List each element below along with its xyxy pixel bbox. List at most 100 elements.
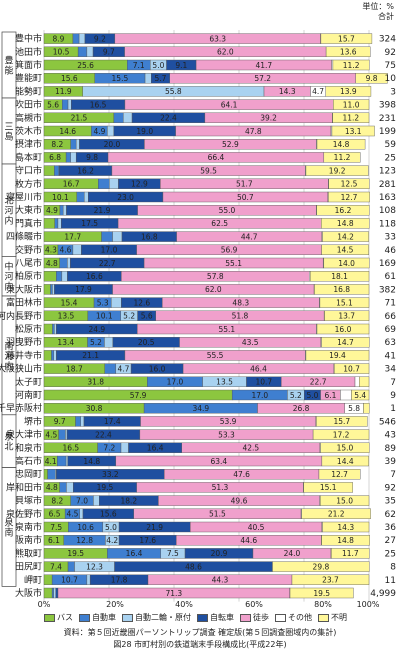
x-tick-80: 80% (314, 600, 332, 609)
bar-segment (331, 125, 375, 137)
bar-segment (52, 323, 55, 335)
bar-segment (43, 574, 53, 585)
group-label: 泉 (4, 517, 13, 529)
bar-segment (54, 323, 57, 335)
group-label: 北 (4, 196, 13, 207)
bar-segment (355, 72, 388, 84)
bar-segment (316, 416, 368, 427)
data-label: 46.4 (250, 364, 267, 373)
row-label: 泉佐野市 (6, 508, 42, 520)
row-total: 9 (390, 391, 396, 401)
data-label: 22.7 (99, 259, 116, 268)
legend-item-other: その他 (275, 612, 312, 623)
data-label: 15.1 (336, 298, 353, 307)
bar-segment (43, 165, 55, 176)
data-label: 9.8 (86, 153, 98, 162)
bar-segment (54, 218, 59, 229)
data-label: 9.1 (175, 61, 187, 70)
data-label: 5.2 (290, 391, 302, 400)
row-total: 324 (379, 35, 396, 45)
bar-segment (332, 59, 370, 71)
data-label: 30.8 (86, 404, 103, 413)
data-label: 17.7 (64, 232, 81, 241)
row-label: 豊中市 (15, 33, 42, 45)
row-label: 河内長野市 (0, 310, 42, 322)
data-label: 17.6 (139, 536, 156, 545)
row-total: 63 (385, 338, 396, 348)
data-label: 16.5 (90, 100, 107, 109)
bar-segment (67, 257, 71, 269)
row-label: 貝塚市 (15, 495, 42, 507)
row-total: 25 (385, 549, 396, 559)
row-label: 能勢町 (15, 85, 42, 97)
row-label: 吹田市 (15, 99, 42, 111)
data-label: 5.0 (306, 391, 318, 400)
row-total: 169 (379, 259, 396, 269)
row-label: 河南町 (15, 389, 42, 401)
data-label: 39.2 (260, 114, 277, 123)
data-label: 23.7 (322, 576, 339, 585)
bar-segment (54, 165, 60, 176)
bar-segment (57, 455, 67, 467)
bar-segment (43, 284, 51, 295)
data-label: 4.2 (106, 536, 118, 545)
row-total: 33 (385, 233, 396, 243)
data-label: 50.7 (237, 193, 254, 202)
row-total: 27 (385, 536, 396, 546)
row-total: 41 (385, 351, 396, 361)
data-label: 71.3 (165, 589, 182, 598)
row-total: 199 (379, 127, 396, 137)
legend-item-unknown: 不明 (318, 612, 347, 623)
bar-segment (123, 112, 133, 124)
data-label: 59.5 (200, 166, 217, 175)
data-label: 14.5 (337, 246, 354, 255)
group-label: 能 (4, 65, 13, 77)
data-label: 15.6 (100, 510, 117, 519)
data-label: 40.5 (248, 523, 265, 532)
data-label: 33.2 (102, 470, 119, 479)
data-label: 15.6 (61, 74, 78, 83)
row-label: 熊取町 (15, 547, 42, 559)
data-label: 22.4 (160, 114, 177, 123)
bar-segment (43, 323, 53, 335)
data-label: 8.2 (51, 140, 63, 149)
data-label: 16.6 (86, 272, 103, 281)
group-label: 泉 (4, 431, 13, 443)
bar-segment (72, 33, 80, 44)
data-label: 24.9 (88, 325, 105, 334)
data-label: 7.5 (167, 549, 179, 558)
data-label: 16.8 (141, 232, 158, 241)
data-label: 48.6 (185, 562, 202, 571)
legend-swatch (240, 613, 251, 622)
data-label: 19.5 (67, 549, 84, 558)
bar-segment (65, 455, 68, 467)
data-label: 16.7 (63, 180, 80, 189)
group-box (1, 467, 17, 587)
data-label: 11.7 (342, 549, 359, 558)
bar-segment (144, 72, 152, 84)
chart-source: 資料：第５回近畿圏パーソントリップ調査 確定版(第５回調査圏域内の集計) (63, 628, 337, 637)
bar-segment (76, 191, 85, 203)
bar-segment (333, 99, 370, 110)
data-label: 49.6 (231, 496, 248, 505)
data-label: 51.7 (236, 180, 253, 189)
data-label: 31.8 (87, 378, 104, 387)
bar-segment (321, 337, 370, 348)
row-total: 34 (385, 365, 397, 375)
legend: バス 自動車 自動二輪・原付 自転車 徒歩 その他 不明 (44, 612, 396, 623)
data-label: 55.0 (219, 206, 236, 215)
row-label: 東大阪市 (6, 283, 42, 295)
row-label: 堺市 (24, 415, 42, 427)
data-label: 4.5 (45, 430, 57, 439)
bar-segment (321, 535, 370, 546)
data-label: 51.3 (212, 483, 229, 492)
data-label: 44.7 (241, 232, 258, 241)
data-label: 16.2 (335, 206, 352, 215)
bar-segment (75, 416, 81, 427)
data-label: 24.0 (284, 549, 301, 558)
row-total: 108 (379, 206, 396, 216)
bar-segment (98, 178, 110, 190)
data-label: 14.8 (337, 536, 354, 545)
data-label: 44.6 (240, 536, 257, 545)
bar-segment (328, 178, 370, 190)
